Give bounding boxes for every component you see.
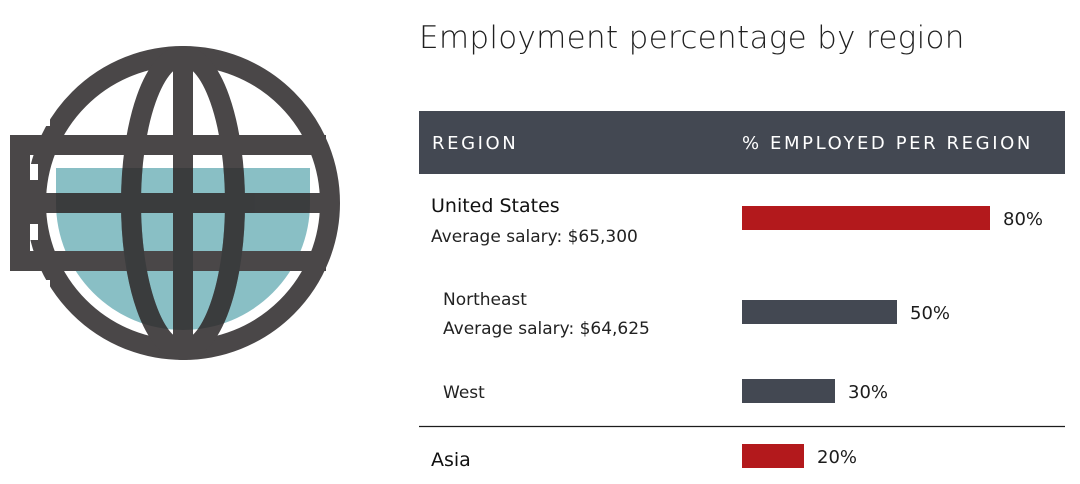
bar-label-west: 30%: [848, 382, 888, 403]
column-header-percent: % EMPLOYED PER REGION: [742, 133, 1033, 154]
table-header: REGION % EMPLOYED PER REGION: [419, 111, 1065, 174]
row-name-united-states: United States: [431, 195, 560, 217]
row-name-northeast: Northeast: [443, 290, 527, 310]
row-detail-united-states: Average salary: $65,300: [431, 227, 638, 247]
bar-northeast: [742, 300, 897, 324]
bar-united-states: [742, 206, 990, 230]
bar-asia: [742, 444, 804, 468]
row-detail-northeast: Average salary: $64,625: [443, 319, 650, 339]
chart-title: Employment percentage by region: [419, 20, 965, 56]
column-header-region: REGION: [432, 133, 519, 154]
row-name-west: West: [443, 383, 485, 403]
bar-west: [742, 379, 835, 403]
bar-label-northeast: 50%: [910, 303, 950, 324]
bar-label-united-states: 80%: [1003, 209, 1043, 230]
globe-icon: [8, 46, 340, 360]
bar-label-asia: 20%: [817, 447, 857, 468]
row-name-asia: Asia: [431, 449, 471, 471]
